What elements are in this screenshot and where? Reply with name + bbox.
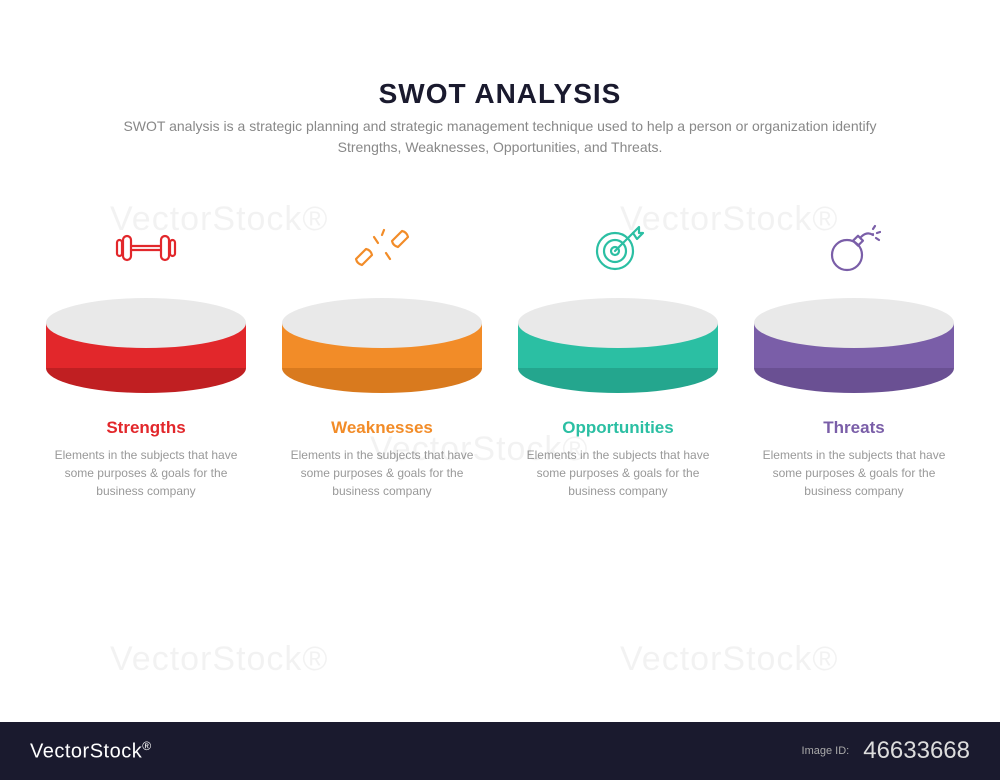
page-title: SWOT ANALYSIS: [0, 78, 1000, 110]
watermark: VectorStock®: [110, 640, 328, 679]
watermark: VectorStock®: [620, 640, 838, 679]
platform-top: [282, 298, 482, 348]
platform-top: [754, 298, 954, 348]
footer-brand: VectorStock®: [30, 739, 152, 764]
footer-right: Image ID: 46633668: [802, 737, 970, 765]
target-icon-wrap: [591, 218, 645, 278]
swot-column-opportunities: Opportunities Elements in the subjects th…: [508, 218, 728, 500]
column-title-strengths: Strengths: [106, 418, 185, 438]
column-desc-threats: Elements in the subjects that have some …: [759, 446, 949, 500]
image-id-label: Image ID:: [802, 744, 850, 758]
dumbbell-icon-wrap: [115, 218, 177, 278]
column-desc-opportunities: Elements in the subjects that have some …: [523, 446, 713, 500]
swot-column-weaknesses: Weaknesses Elements in the subjects that …: [272, 218, 492, 500]
column-title-opportunities: Opportunities: [562, 418, 673, 438]
bomb-icon: [827, 223, 881, 273]
platform-top: [518, 298, 718, 348]
column-title-threats: Threats: [823, 418, 884, 438]
target-icon: [591, 221, 645, 275]
column-desc-weaknesses: Elements in the subjects that have some …: [287, 446, 477, 500]
image-id-value: 46633668: [863, 737, 970, 765]
column-title-weaknesses: Weaknesses: [331, 418, 433, 438]
swot-column-strengths: Strengths Elements in the subjects that h…: [36, 218, 256, 500]
broken-chain-icon: [354, 223, 410, 273]
swot-column-threats: Threats Elements in the subjects that hav…: [744, 218, 964, 500]
platform-weaknesses: [282, 298, 482, 393]
footer-bar: VectorStock® Image ID: 46633668: [0, 722, 1000, 780]
bomb-icon-wrap: [827, 218, 881, 278]
platform-opportunities: [518, 298, 718, 393]
platform-strengths: [46, 298, 246, 393]
column-desc-strengths: Elements in the subjects that have some …: [51, 446, 241, 500]
header: SWOT ANALYSIS SWOT analysis is a strateg…: [0, 0, 1000, 158]
swot-columns: Strengths Elements in the subjects that h…: [0, 158, 1000, 500]
page-subtitle: SWOT analysis is a strategic planning an…: [90, 116, 910, 158]
platform-threats: [754, 298, 954, 393]
platform-top: [46, 298, 246, 348]
dumbbell-icon: [115, 226, 177, 270]
broken-chain-icon-wrap: [354, 218, 410, 278]
